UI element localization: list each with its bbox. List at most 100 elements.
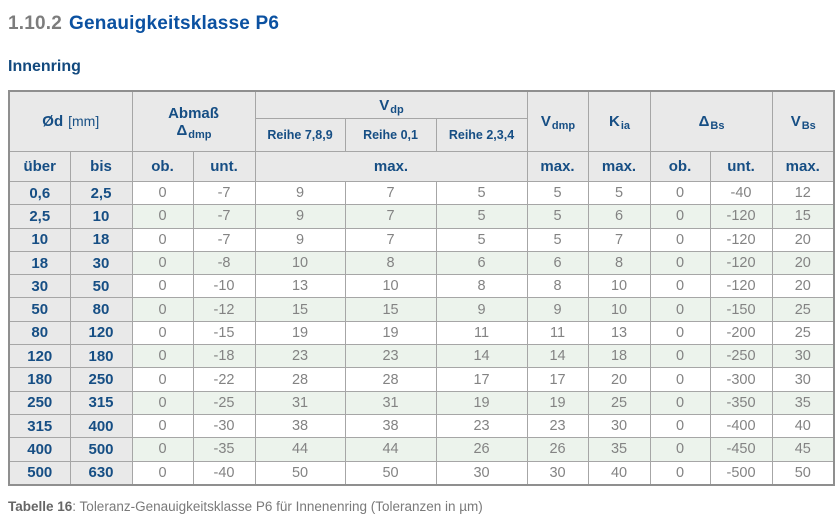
value-cell: -12 xyxy=(192,297,256,322)
value-cell: 45 xyxy=(771,437,835,462)
value-cell: -300 xyxy=(709,367,773,392)
value-cell: -18 xyxy=(192,344,256,369)
value-cell: -250 xyxy=(709,344,773,369)
value-cell: 13 xyxy=(587,320,651,346)
subheader-max-vbs: max. xyxy=(771,151,835,182)
value-cell: 19 xyxy=(435,390,528,415)
value-cell: 9 xyxy=(435,297,528,322)
value-cell: -7 xyxy=(192,227,256,252)
value-cell: 26 xyxy=(526,437,589,462)
value-cell: 0 xyxy=(131,227,194,252)
table-row: 180 250 0 -22 28 28 17 17 20 0 -300 30 xyxy=(8,367,835,392)
value-cell: 40 xyxy=(587,460,651,486)
value-cell: 0 xyxy=(131,180,194,206)
value-cell: 19 xyxy=(344,320,437,346)
value-cell: 7 xyxy=(344,227,437,252)
value-cell: 28 xyxy=(344,367,437,392)
range-cell: 400 xyxy=(69,413,133,439)
value-cell: 25 xyxy=(771,297,835,322)
value-cell: -40 xyxy=(709,180,773,206)
value-cell: 0 xyxy=(649,320,711,346)
range-cell: 2,5 xyxy=(69,180,133,206)
table-row: 120 180 0 -18 23 23 14 14 18 0 -250 30 xyxy=(8,344,835,369)
subheader-bis: bis xyxy=(69,151,133,182)
value-cell: 50 xyxy=(771,460,835,486)
value-cell: -10 xyxy=(192,274,256,299)
col-header-vdp: Vdp xyxy=(254,90,528,119)
page-title: 1.10.2 Genauigkeitsklasse P6 xyxy=(8,12,835,36)
value-cell: 5 xyxy=(526,180,589,206)
value-cell: 6 xyxy=(526,250,589,276)
col-header-reihe-01: Reihe 0,1 xyxy=(344,118,437,152)
value-cell: -120 xyxy=(709,227,773,252)
value-cell: 0 xyxy=(131,367,194,392)
value-cell: 5 xyxy=(435,227,528,252)
value-cell: 9 xyxy=(254,204,346,229)
value-cell: 6 xyxy=(587,204,651,229)
value-cell: 6 xyxy=(435,250,528,276)
value-cell: 40 xyxy=(771,413,835,439)
value-cell: 44 xyxy=(254,437,346,462)
value-cell: 15 xyxy=(344,297,437,322)
value-cell: -450 xyxy=(709,437,773,462)
range-cell: 30 xyxy=(8,274,71,299)
table-row: 0,6 2,5 0 -7 9 7 5 5 5 0 -40 12 xyxy=(8,180,835,206)
col-header-vdmp: Vdmp xyxy=(526,90,589,152)
value-cell: -120 xyxy=(709,204,773,229)
value-cell: 0 xyxy=(649,460,711,486)
caption-label: Tabelle 16 xyxy=(8,498,73,514)
range-cell: 400 xyxy=(8,437,71,462)
value-cell: -7 xyxy=(192,204,256,229)
value-cell: 23 xyxy=(526,413,589,439)
table-row: 315 400 0 -30 38 38 23 23 30 0 -400 40 xyxy=(8,413,835,439)
table-row: 500 630 0 -40 50 50 30 30 40 0 -500 50 xyxy=(8,460,835,486)
value-cell: -200 xyxy=(709,320,773,346)
col-header-dbs: ΔBs xyxy=(649,90,773,152)
value-cell: 15 xyxy=(771,204,835,229)
value-cell: 7 xyxy=(344,180,437,206)
value-cell: 8 xyxy=(344,250,437,276)
value-cell: 5 xyxy=(587,180,651,206)
value-cell: -7 xyxy=(192,180,256,206)
value-cell: 0 xyxy=(131,320,194,346)
diameter-symbol: Ød xyxy=(42,113,64,130)
range-cell: 80 xyxy=(69,297,133,322)
range-cell: 18 xyxy=(69,227,133,252)
value-cell: -120 xyxy=(709,250,773,276)
value-cell: 50 xyxy=(254,460,346,486)
range-cell: 80 xyxy=(8,320,71,346)
value-cell: 0 xyxy=(131,344,194,369)
value-cell: 8 xyxy=(435,274,528,299)
range-cell: 250 xyxy=(8,390,71,415)
value-cell: 0 xyxy=(131,437,194,462)
value-cell: 23 xyxy=(435,413,528,439)
table-caption: Tabelle 16: Toleranz-Genauigkeitsklasse … xyxy=(8,498,835,515)
subheader-ueber: über xyxy=(8,151,71,182)
value-cell: 35 xyxy=(771,390,835,415)
value-cell: 17 xyxy=(435,367,528,392)
range-cell: 630 xyxy=(69,460,133,486)
value-cell: 28 xyxy=(254,367,346,392)
section-title: Genauigkeitsklasse P6 xyxy=(69,13,280,34)
subheader-max-kia: max. xyxy=(587,151,651,182)
value-cell: 7 xyxy=(587,227,651,252)
value-cell: 0 xyxy=(131,297,194,322)
value-cell: 20 xyxy=(771,250,835,276)
range-cell: 50 xyxy=(69,274,133,299)
table-row: 250 315 0 -25 31 31 19 19 25 0 -350 35 xyxy=(8,390,835,415)
value-cell: 23 xyxy=(344,344,437,369)
subheader-ob: ob. xyxy=(131,151,194,182)
range-cell: 30 xyxy=(69,250,133,276)
value-cell: 14 xyxy=(435,344,528,369)
value-cell: 13 xyxy=(254,274,346,299)
table-row: 50 80 0 -12 15 15 9 9 10 0 -150 25 xyxy=(8,297,835,322)
value-cell: 7 xyxy=(344,204,437,229)
caption-text: : Toleranz-Genauigkeitsklasse P6 für Inn… xyxy=(72,498,483,514)
value-cell: 0 xyxy=(649,344,711,369)
value-cell: 0 xyxy=(131,204,194,229)
section-number: 1.10.2 xyxy=(8,13,63,34)
value-cell: 5 xyxy=(526,227,589,252)
subheader-unt: unt. xyxy=(192,151,256,182)
table-body: 0,6 2,5 0 -7 9 7 5 5 5 0 -40 12 2,5 10 0 -7 9 7 5 5 6 0 -120 15… xyxy=(8,180,835,486)
value-cell: 12 xyxy=(771,180,835,206)
